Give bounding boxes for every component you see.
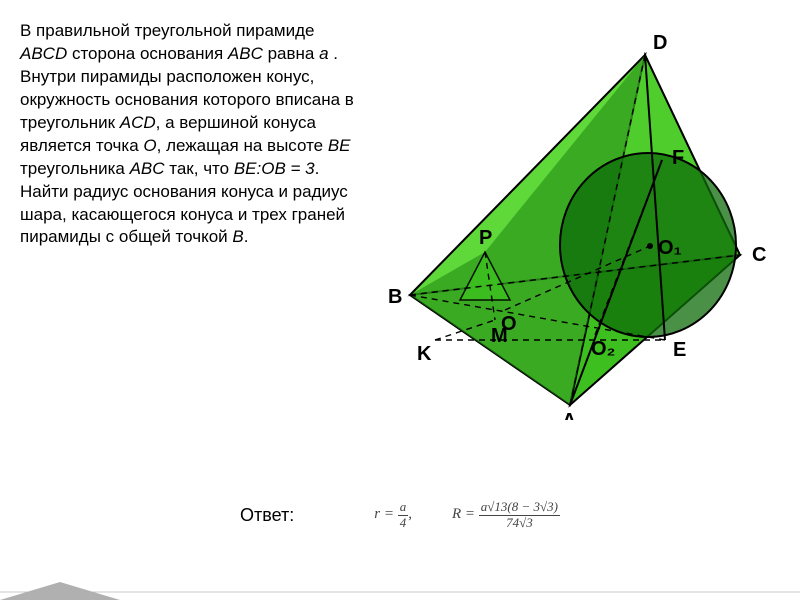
svg-text:K: K bbox=[417, 343, 432, 365]
svg-text:F: F bbox=[672, 147, 684, 169]
answer-row: Ответ: r = a 4 , R = a√13(8 − 3√3) 74√3 bbox=[0, 500, 800, 530]
answer-label: Ответ: bbox=[240, 505, 294, 526]
pyramid-diagram: ABCDEKPFOMO₁O₂ bbox=[380, 20, 780, 420]
answer-formulas: r = a 4 , R = a√13(8 − 3√3) 74√3 bbox=[374, 500, 560, 530]
svg-text:D: D bbox=[653, 32, 667, 54]
slide-corner-decoration bbox=[0, 570, 800, 600]
formula-r: r = a 4 , bbox=[374, 500, 412, 530]
svg-text:C: C bbox=[752, 244, 766, 266]
svg-text:B: B bbox=[388, 286, 402, 308]
svg-text:M: M bbox=[491, 325, 508, 347]
svg-text:O₂: O₂ bbox=[591, 338, 615, 360]
svg-text:P: P bbox=[479, 227, 492, 249]
svg-text:E: E bbox=[673, 339, 686, 361]
svg-text:A: A bbox=[562, 410, 576, 420]
formula-R: R = a√13(8 − 3√3) 74√3 bbox=[452, 500, 560, 530]
problem-text: В правильной треугольной пирамиде ABCD с… bbox=[20, 20, 360, 249]
svg-text:O₁: O₁ bbox=[658, 237, 682, 259]
